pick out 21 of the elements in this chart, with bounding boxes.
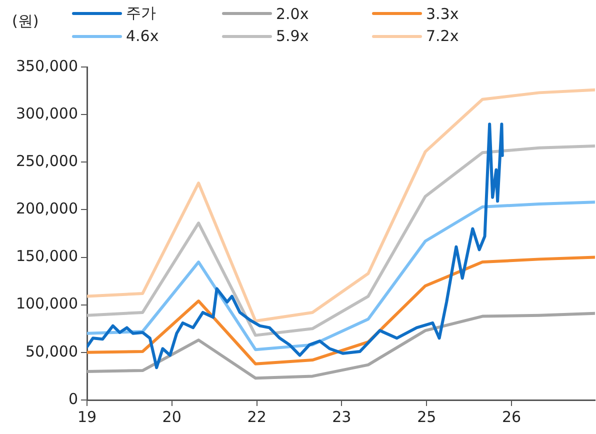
legend-label: 2.0x: [276, 4, 309, 22]
y-tick-label: 250,000: [16, 152, 78, 170]
y-tick-label: 350,000: [16, 56, 78, 75]
x-tick-label: 25: [417, 408, 436, 426]
x-tick-label: 22: [247, 408, 266, 426]
legend-label: 5.9x: [276, 27, 309, 45]
y-tick-label: 200,000: [16, 200, 78, 218]
x-tick-label: 26: [502, 408, 522, 426]
legend-label: 3.3x: [426, 4, 459, 22]
y-tick-label: 50,000: [26, 342, 78, 360]
x-tick-label: 20: [162, 408, 182, 426]
y-tick-label: 150,000: [16, 247, 78, 266]
y-tick-label: 100,000: [16, 294, 78, 313]
y-tick-label: 300,000: [16, 104, 78, 122]
y-tick-label: 0: [68, 390, 78, 408]
legend-label: 7.2x: [426, 27, 459, 45]
legend-label: 4.6x: [126, 27, 159, 45]
y-axis-title: (원): [12, 12, 39, 31]
x-tick-label: 19: [77, 408, 97, 426]
x-tick-label: 23: [332, 408, 352, 426]
legend-label: 주가: [126, 4, 156, 23]
